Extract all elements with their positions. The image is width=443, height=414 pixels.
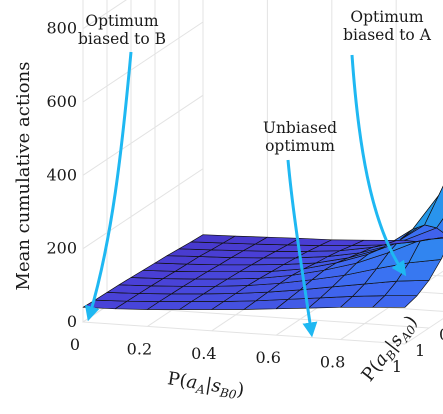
x-axis-title: P(aA|sB0) bbox=[166, 368, 246, 403]
z-tick-1: 200 bbox=[46, 239, 77, 258]
optimum-biased-to-b-label: Optimum biased to B bbox=[78, 12, 166, 48]
x-tick-5: 1 bbox=[392, 357, 402, 376]
y-tick-4: 0.8 bbox=[439, 325, 443, 344]
surface-mesh bbox=[82, 185, 443, 310]
x-tick-0: 0 bbox=[70, 335, 80, 354]
x-axis-title-close: ) bbox=[235, 379, 245, 401]
annotation-arrows bbox=[84, 51, 407, 338]
x-axis-title-s-sub: B0 bbox=[218, 385, 238, 402]
unbiased-optimum-label: Unbiased optimum bbox=[263, 119, 337, 155]
surface-facet-8-1 bbox=[436, 218, 443, 233]
z-axis-title: Mean cumulative actions bbox=[13, 62, 34, 291]
z-tick-4: 800 bbox=[46, 19, 77, 38]
z-tick-labels: 0 200 400 600 800 bbox=[46, 19, 77, 331]
x-tick-labels: 0 0.2 0.4 0.6 0.8 1 bbox=[70, 335, 402, 376]
annotations: Optimum biased to B Optimum biased to A Unbi… bbox=[78, 8, 432, 155]
surface-facet-8-3 bbox=[412, 185, 443, 230]
x-tick-4: 0.8 bbox=[320, 353, 345, 372]
y-axis-title: P(aB|sA0) bbox=[358, 312, 424, 387]
z-tick-2: 400 bbox=[46, 165, 77, 184]
x-tick-1: 0.2 bbox=[127, 339, 152, 358]
x-axis-title-a: a bbox=[185, 371, 199, 393]
x-tick-2: 0.4 bbox=[191, 344, 216, 363]
x-tick-3: 0.6 bbox=[255, 348, 280, 367]
x-axis-title-a-sub: A bbox=[194, 382, 206, 397]
arrow-unbiased bbox=[286, 159, 318, 338]
z-tick-3: 600 bbox=[46, 92, 77, 111]
surface-facet-7-0 bbox=[416, 236, 443, 242]
arrow-biased-to-a bbox=[350, 54, 407, 277]
z-tick-0: 0 bbox=[67, 312, 77, 331]
y-tick-5: 1 bbox=[415, 341, 425, 360]
surface-facet-8-2 bbox=[424, 185, 443, 229]
optimum-biased-to-a-label: Optimum biased to A bbox=[343, 8, 432, 44]
y-tick-labels: 00.20.40.60.81 bbox=[415, 325, 443, 360]
x-axis-title-s: s bbox=[210, 375, 222, 397]
x-axis-title-bar: | bbox=[204, 374, 213, 396]
arrow-biased-to-b bbox=[84, 51, 133, 322]
x-axis-title-p: P( bbox=[166, 368, 188, 392]
